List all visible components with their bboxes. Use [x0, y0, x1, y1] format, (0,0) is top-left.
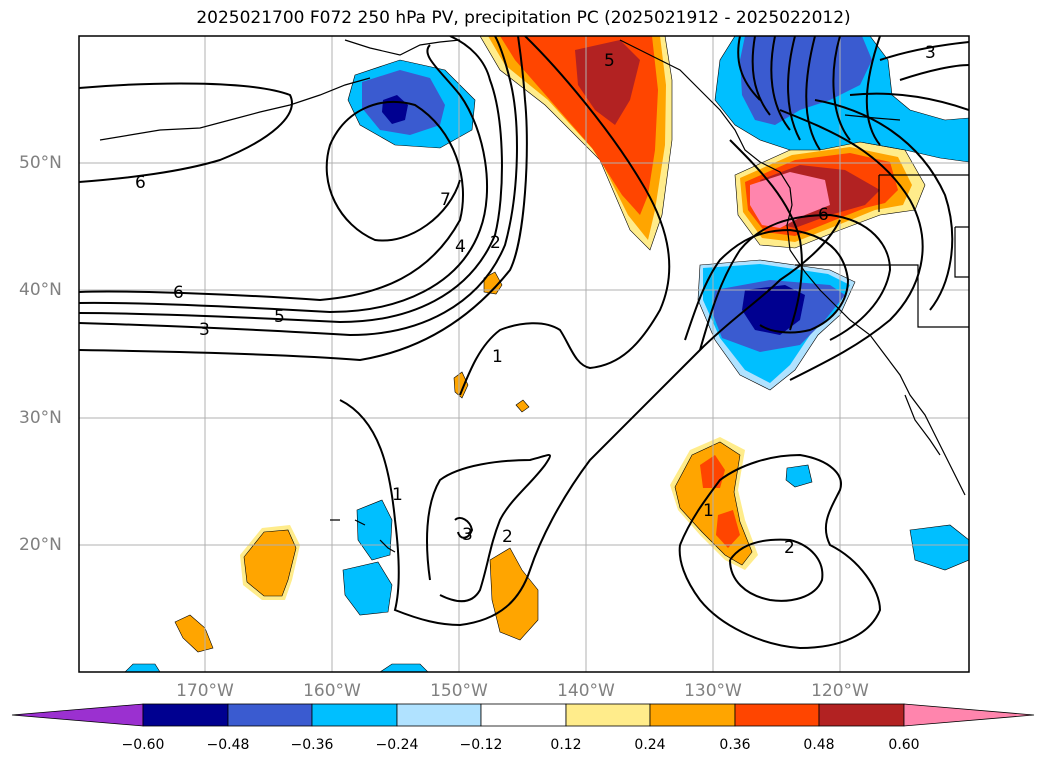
colorbar-tick-label: 0.24 [634, 737, 666, 753]
colorbar-tick-label: −0.24 [375, 737, 419, 753]
lon-label: 120°W [811, 681, 869, 701]
contour-label: 3 [199, 320, 210, 340]
colorbar-bin [311, 703, 398, 727]
colorbar-tick-label: −0.36 [290, 737, 334, 753]
lat-label: 40°N [19, 280, 62, 300]
contour-label: 6 [173, 283, 184, 303]
contour-label: 1 [392, 485, 403, 505]
colorbar-bin [565, 703, 651, 727]
pv-contours [79, 36, 969, 650]
coastlines [99, 39, 969, 553]
map-frame [78, 35, 970, 673]
colorbar-bin [649, 703, 736, 727]
colorbar-bin [227, 703, 313, 727]
contour-label: 5 [274, 307, 285, 327]
contour-label: 2 [784, 538, 795, 558]
colorbar-tick-label: −0.48 [206, 737, 250, 753]
contour-label: 1 [492, 347, 503, 367]
lon-label: 130°W [684, 681, 742, 701]
contour-label: 2 [490, 233, 501, 253]
contour-label: 5 [604, 51, 615, 71]
contour-labels: 6 6 5 3 7 4 2 1 1 3 2 1 2 5 6 3 [135, 43, 936, 558]
colorbar-bin [480, 703, 567, 727]
colorbar-bin [734, 703, 820, 727]
lat-label: 20°N [19, 535, 62, 555]
lon-label: 160°W [303, 681, 361, 701]
contour-label: 4 [455, 237, 466, 257]
contour-label: 6 [135, 173, 146, 193]
colorbar-extend-low [11, 703, 144, 727]
colorbar-bin [818, 703, 905, 727]
lon-label: 140°W [557, 681, 615, 701]
colorbar-extend-high [903, 703, 1035, 727]
contour-label: 3 [925, 43, 936, 63]
contour-label: 6 [818, 205, 829, 225]
contour-label: 2 [502, 527, 513, 547]
colorbar-tick-label: −0.12 [459, 737, 503, 753]
map-title: 2025021700 F072 250 hPa PV, precipitatio… [196, 8, 851, 28]
contour-label: 1 [703, 501, 714, 521]
colorbar-tick-label: −0.60 [121, 737, 165, 753]
colorbar-tick-label: 0.60 [888, 737, 920, 753]
colorbar-tick-label: 0.36 [719, 737, 751, 753]
contour-label: 7 [440, 190, 451, 210]
lat-label: 30°N [19, 408, 62, 428]
colorbar-tick-label: 0.12 [550, 737, 582, 753]
colorbar [11, 703, 1035, 727]
contour-label: 3 [462, 525, 473, 545]
colorbar-bin [142, 703, 229, 727]
colorbar-bin [396, 703, 482, 727]
colorbar-tick-label: 0.48 [803, 737, 835, 753]
lon-label: 150°W [430, 681, 488, 701]
lon-label: 170°W [176, 681, 234, 701]
lat-label: 50°N [19, 153, 62, 173]
